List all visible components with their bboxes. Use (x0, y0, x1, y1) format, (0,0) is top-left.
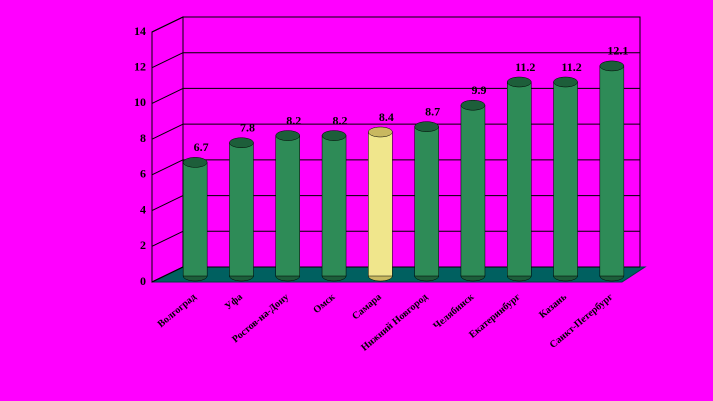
grid-line (151, 52, 184, 69)
value-label: 8.4 (379, 110, 394, 124)
value-label: 11.2 (561, 60, 581, 74)
value-label: 8.2 (286, 113, 301, 127)
value-label: 8.7 (425, 104, 440, 118)
value-label: 9.9 (471, 83, 486, 97)
bar-top (599, 60, 625, 72)
value-label: 7.8 (240, 120, 255, 134)
y-tick-label: 2 (140, 238, 146, 252)
bar (229, 142, 254, 277)
bar (599, 65, 625, 277)
grid-line (151, 123, 184, 140)
bar (553, 81, 578, 277)
y-tick-label: 10 (134, 95, 146, 109)
value-label: 6.7 (194, 140, 209, 154)
bar (182, 162, 208, 277)
bar (507, 81, 532, 277)
bar-top (275, 130, 300, 141)
y-tick-label: 14 (134, 24, 146, 38)
bar-top (460, 99, 486, 111)
bar-top (414, 121, 439, 132)
value-label: 12.1 (607, 44, 628, 58)
bar (275, 135, 300, 277)
bar (460, 104, 486, 277)
grid-line (151, 159, 184, 176)
grid-line (151, 230, 184, 247)
bar-top (182, 157, 208, 168)
value-label: 8.2 (333, 113, 348, 127)
grid-line (151, 16, 184, 33)
y-tick-label: 0 (140, 274, 146, 288)
bar-top (507, 76, 532, 88)
value-label: 11.2 (515, 60, 535, 74)
grid-line (151, 266, 184, 283)
bar-top (368, 126, 393, 138)
bar (414, 126, 439, 277)
bar-top (229, 137, 254, 148)
y-tick-label: 6 (140, 167, 146, 181)
y-tick-label: 12 (134, 59, 146, 73)
bar-top (321, 130, 347, 141)
y-tick-label: 4 (140, 202, 146, 216)
bar-top (553, 76, 578, 88)
grid-line (151, 195, 184, 212)
y-tick-label: 8 (140, 131, 146, 145)
bar (321, 135, 347, 277)
grid-line (151, 87, 184, 104)
bar (368, 131, 393, 277)
